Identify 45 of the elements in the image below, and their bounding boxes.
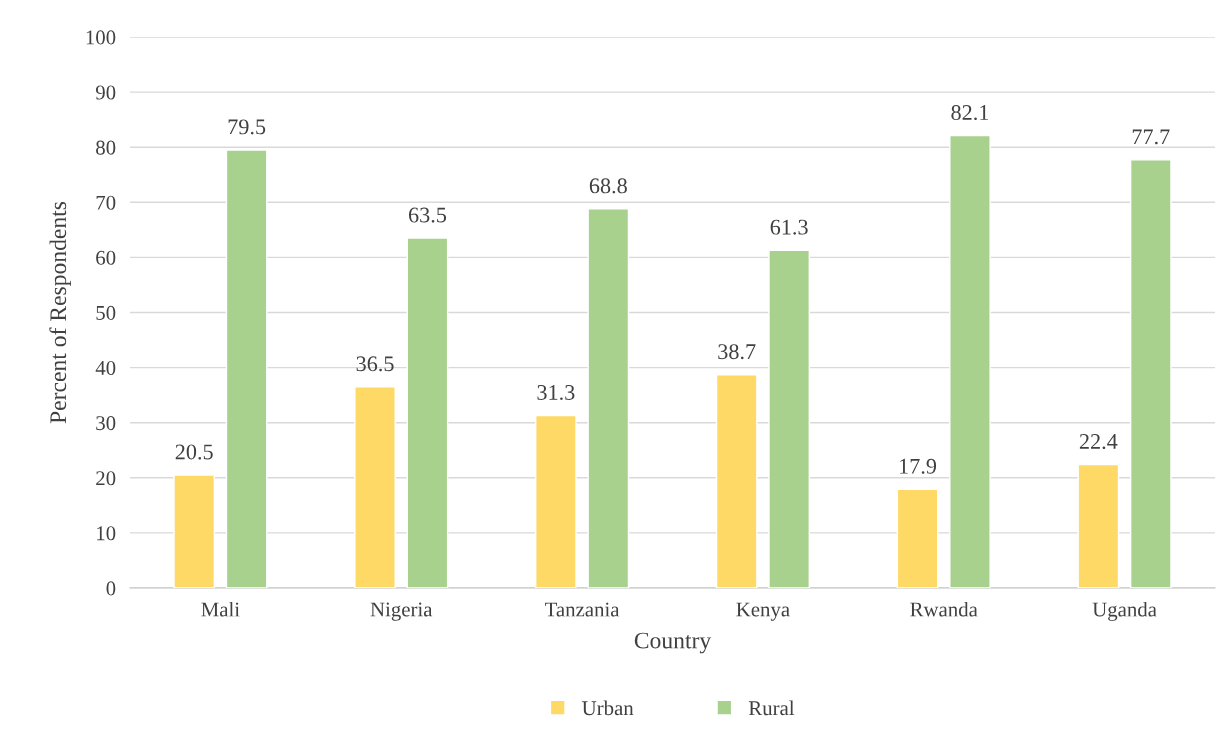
bar (1077, 463, 1120, 588)
y-tick-label: 100 (86, 30, 116, 45)
data-label: 79.5 (228, 119, 266, 135)
bar (225, 149, 268, 588)
data-label: 61.3 (770, 219, 808, 235)
data-label: 22.4 (1079, 434, 1118, 450)
y-tick-label: 0 (106, 581, 116, 596)
x-tick-label: Rwanda (910, 601, 978, 617)
x-tick-label: Kenya (736, 602, 790, 621)
data-label: 17.9 (900, 458, 937, 474)
x-axis-title: Country (634, 632, 712, 654)
legend-label: Rural (748, 700, 795, 716)
bar (896, 488, 939, 588)
data-label: 31.3 (537, 384, 575, 401)
data-label: 82.1 (951, 105, 989, 121)
bar (1129, 159, 1172, 588)
x-tick-label: Mali (201, 601, 240, 617)
bar (173, 474, 216, 588)
bar (406, 237, 449, 588)
bar (354, 386, 396, 588)
y-tick-label: 20 (96, 471, 116, 486)
bar (715, 374, 758, 588)
y-axis-title: Percent of Respondents (49, 201, 71, 424)
y-tick-label: 90 (95, 85, 116, 100)
y-tick-label: 10 (97, 526, 116, 541)
x-tick-label: Tanzania (545, 602, 620, 617)
y-tick-label: 80 (96, 140, 116, 155)
bar (768, 249, 810, 588)
bar (587, 208, 630, 588)
data-label: 38.7 (718, 344, 756, 360)
data-label: 77.7 (1132, 129, 1170, 145)
x-tick-label: Uganda (1092, 601, 1157, 621)
x-tick-label: Nigeria (370, 602, 433, 621)
bar (949, 134, 991, 588)
data-label: 68.8 (589, 178, 627, 194)
data-label: 36.5 (356, 356, 394, 372)
bar (535, 414, 577, 588)
y-tick-label: 30 (96, 416, 116, 431)
legend-label: Urban (582, 700, 634, 716)
y-tick-label: 60 (96, 250, 116, 265)
data-label: 63.5 (408, 207, 447, 223)
y-tick-label: 50 (96, 305, 116, 320)
y-tick-label: 40 (95, 360, 116, 376)
data-label: 20.5 (175, 444, 213, 460)
y-tick-label: 70 (96, 195, 116, 210)
